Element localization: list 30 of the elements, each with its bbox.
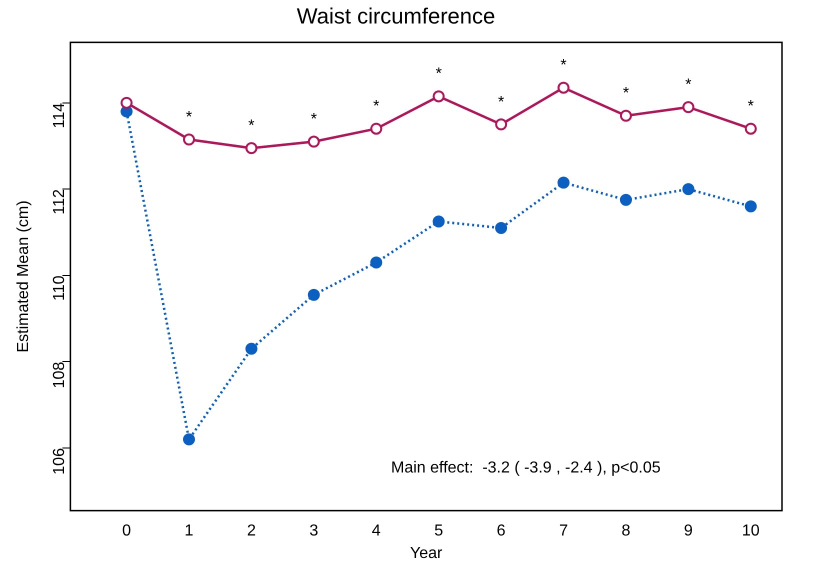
x-tick-label: 4 — [372, 522, 381, 540]
y-tick-label: 114 — [50, 102, 68, 128]
annotation: Main effect: -3.2 ( -3.9 , -2.4 ), p<0.05 — [391, 460, 661, 477]
x-tick-label: 8 — [621, 522, 630, 540]
annotation: * — [186, 108, 192, 126]
x-tick-label: 7 — [559, 522, 568, 540]
x-axis-title: Year — [410, 544, 444, 562]
x-tick-label: 10 — [742, 522, 760, 540]
annotation: * — [685, 76, 692, 94]
x-tick-label: 2 — [246, 522, 256, 540]
x-tick-label: 1 — [184, 522, 194, 540]
y-tick-label: 110 — [50, 275, 68, 301]
annotation: * — [436, 66, 442, 83]
annotation: * — [310, 111, 317, 128]
x-tick-label: 9 — [684, 522, 693, 540]
x-tick-label: 3 — [309, 522, 318, 540]
x-tick-label: 0 — [122, 522, 132, 540]
y-axis-title: Estimated Mean (cm) — [15, 200, 32, 353]
x-tick-label: 6 — [496, 522, 506, 540]
annotation: * — [622, 85, 630, 102]
y-tick-label: 106 — [50, 448, 68, 475]
chart-title: Waist circumference — [296, 3, 496, 28]
y-tick-label: 112 — [50, 189, 68, 215]
annotation: * — [373, 98, 380, 116]
annotation: * — [248, 118, 255, 135]
y-tick-label: 108 — [50, 362, 68, 388]
x-tick-label: 5 — [434, 522, 444, 540]
annotation: * — [748, 98, 754, 116]
annotation: * — [498, 94, 504, 111]
annotation: * — [560, 57, 567, 74]
